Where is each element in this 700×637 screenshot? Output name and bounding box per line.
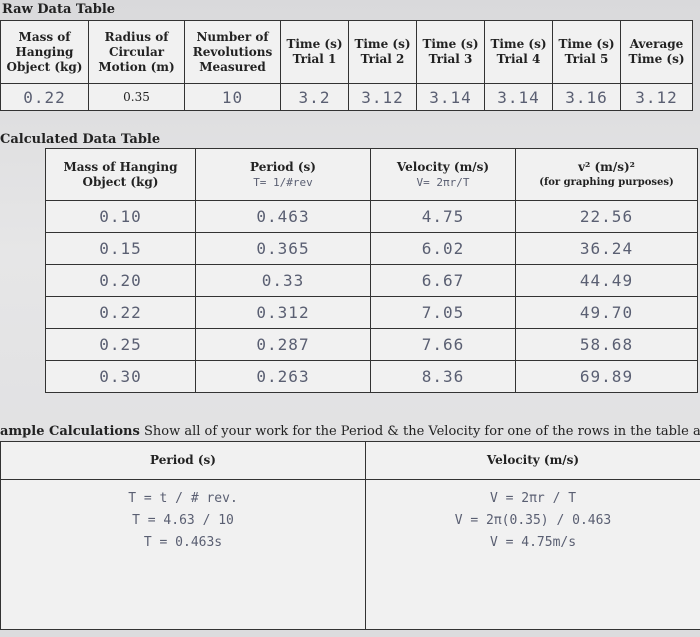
calculated-data-table: Mass of Hanging Object (kg) Period (s) T= … (45, 148, 698, 393)
work-line: T = 0.463s (143, 535, 223, 550)
raw-data-table: Mass of Hanging Object (kg) Radius of Cir… (0, 20, 693, 111)
header-row: Mass of Hanging Object (kg) Radius of Cir… (0, 20, 693, 84)
instruction-text: Show all of your work for the Period & t… (143, 424, 700, 439)
data-row: 0.15 0.365 6.02 36.24 (45, 232, 698, 265)
data-row: 0.22 0.312 7.05 49.70 (45, 296, 698, 329)
data-cell: 0.263 (195, 360, 371, 393)
data-cell: 0.312 (195, 296, 371, 329)
raw-title: Raw Data Table (2, 2, 116, 17)
sample-title: ample Calculations (0, 424, 140, 439)
header-note: (for graphing purposes) (539, 176, 674, 188)
header-cell: Time (s) Trial 1 (280, 20, 349, 84)
header-row: Period (s) Velocity (m/s) (0, 441, 700, 480)
header-cell: Velocity (m/s) V= 2πr/T (370, 148, 516, 201)
header-note: T= 1/#rev (253, 175, 313, 189)
work-line: V = 2πr / T (489, 491, 577, 506)
header-cell: v² (m/s)² (for graphing purposes) (515, 148, 698, 201)
header-text: Period (s) (250, 159, 316, 174)
data-cell: 0.15 (45, 232, 196, 265)
data-cell: 3.12 (620, 83, 693, 111)
work-line: V = 2π(0.35) / 0.463 (454, 513, 612, 528)
data-cell: 44.49 (515, 264, 698, 297)
sample-calculations-table: Period (s) Velocity (m/s) T = t / # rev. T … (0, 441, 700, 630)
data-cell: 0.33 (195, 264, 371, 297)
data-cell: 0.287 (195, 328, 371, 361)
data-cell: 10 (184, 83, 281, 111)
data-cell: 6.02 (370, 232, 516, 265)
velocity-work: V = 2πr / T V = 2π(0.35) / 0.463 V = 4.75m… (365, 479, 700, 630)
header-cell: Average Time (s) (620, 20, 693, 84)
data-cell: 58.68 (515, 328, 698, 361)
data-cell: 0.25 (45, 328, 196, 361)
header-text: Velocity (m/s) (396, 159, 490, 174)
header-cell: Period (s) T= 1/#rev (195, 148, 371, 201)
data-cell: 7.66 (370, 328, 516, 361)
header-cell: Radius of Circular Motion (m) (88, 20, 185, 84)
data-cell: 3.14 (416, 83, 485, 111)
header-cell: Period (s) (0, 441, 366, 480)
data-row: 0.20 0.33 6.67 44.49 (45, 264, 698, 297)
data-cell: 6.67 (370, 264, 516, 297)
data-cell: 0.20 (45, 264, 196, 297)
data-cell: 8.36 (370, 360, 516, 393)
calc-title: Calculated Data Table (0, 132, 161, 147)
data-cell: 69.89 (515, 360, 698, 393)
data-cell: 3.12 (348, 83, 417, 111)
header-cell: Velocity (m/s) (365, 441, 700, 480)
data-row: 0.30 0.263 8.36 69.89 (45, 360, 698, 393)
data-cell: 0.30 (45, 360, 196, 393)
data-cell: 7.05 (370, 296, 516, 329)
work-line: T = 4.63 / 10 (132, 513, 234, 528)
work-row: T = t / # rev. T = 4.63 / 10 T = 0.463s V =… (0, 479, 700, 630)
sample-instruction: ample Calculations Show all of your work… (0, 424, 700, 439)
header-note: V= 2πr/T (416, 175, 470, 189)
header-cell: Time (s) Trial 3 (416, 20, 485, 84)
period-work: T = t / # rev. T = 4.63 / 10 T = 0.463s (0, 479, 366, 630)
data-cell: 3.16 (552, 83, 621, 111)
header-cell: Time (s) Trial 4 (484, 20, 553, 84)
data-row: 0.25 0.287 7.66 58.68 (45, 328, 698, 361)
data-cell: 4.75 (370, 200, 516, 233)
data-cell: 0.365 (195, 232, 371, 265)
header-text: v² (m/s)² (578, 159, 635, 174)
data-cell: 3.2 (280, 83, 349, 111)
data-cell: 0.463 (195, 200, 371, 233)
header-row: Mass of Hanging Object (kg) Period (s) T= … (45, 148, 698, 201)
header-cell: Time (s) Trial 2 (348, 20, 417, 84)
header-cell: Mass of Hanging Object (kg) (45, 148, 196, 201)
header-cell: Time (s) Trial 5 (552, 20, 621, 84)
data-cell: 49.70 (515, 296, 698, 329)
data-cell: 0.10 (45, 200, 196, 233)
data-cell: 36.24 (515, 232, 698, 265)
data-row: 0.22 0.35 10 3.2 3.12 3.14 3.14 3.16 3.12 (0, 83, 693, 111)
header-cell: Number of Revolutions Measured (184, 20, 281, 84)
data-cell: 0.22 (45, 296, 196, 329)
header-cell: Mass of Hanging Object (kg) (0, 20, 89, 84)
work-line: T = t / # rev. (128, 491, 238, 506)
data-row: 0.10 0.463 4.75 22.56 (45, 200, 698, 233)
work-line: V = 4.75m/s (489, 535, 577, 550)
data-cell: 3.14 (484, 83, 553, 111)
data-cell: 0.22 (0, 83, 89, 111)
data-cell: 0.35 (88, 83, 185, 111)
header-text: Mass of Hanging Object (kg) (63, 159, 178, 189)
data-cell: 22.56 (515, 200, 698, 233)
